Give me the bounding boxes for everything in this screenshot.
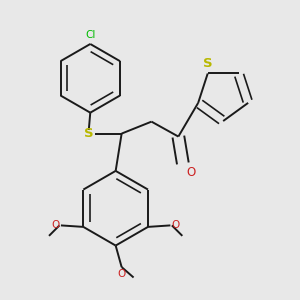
Text: O: O xyxy=(118,268,126,278)
Text: O: O xyxy=(172,220,180,230)
Text: O: O xyxy=(51,220,59,230)
Text: Cl: Cl xyxy=(85,30,95,40)
Text: O: O xyxy=(186,166,196,179)
Text: S: S xyxy=(84,127,94,140)
Text: S: S xyxy=(203,57,212,70)
